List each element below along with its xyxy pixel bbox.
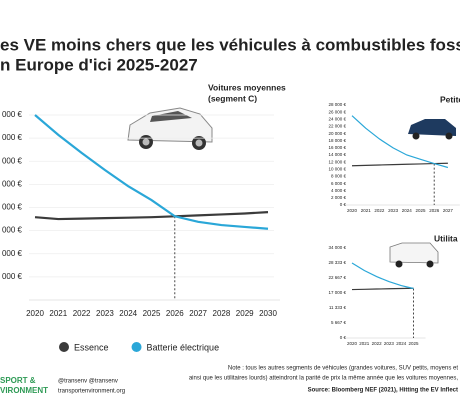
x-tick-label: 2022 bbox=[372, 341, 383, 346]
y-tick-label: 15 000 € bbox=[0, 226, 23, 235]
x-tick-label: 2020 bbox=[26, 309, 44, 318]
y-tick-label: 28 333 € bbox=[328, 260, 346, 265]
chart-title: Utilita bbox=[434, 233, 458, 243]
series-line bbox=[34, 211, 269, 221]
x-tick-label: 2030 bbox=[259, 309, 277, 318]
series-line bbox=[351, 115, 449, 169]
y-tick-label: 25 000 € bbox=[0, 179, 23, 188]
x-tick-label: 2023 bbox=[96, 309, 114, 318]
y-tick-label: 4 000 € bbox=[331, 188, 347, 193]
logo-text: SPORT & bbox=[0, 376, 36, 385]
y-tick-label: 35 000 € bbox=[0, 133, 23, 142]
x-tick-label: 2029 bbox=[236, 309, 254, 318]
y-tick-label: 8 000 € bbox=[331, 174, 347, 179]
note: ainsi que les utilitaires lourds) attein… bbox=[189, 376, 458, 382]
car-icon bbox=[408, 119, 456, 140]
chart-title: (segment C) bbox=[208, 93, 257, 103]
y-tick-label: 5 667 € bbox=[331, 320, 347, 325]
x-tick-label: 2020 bbox=[347, 208, 358, 213]
y-tick-label: 17 000 € bbox=[328, 290, 346, 295]
y-tick-label: 20 000 € bbox=[328, 131, 346, 136]
y-tick-label: 22 000 € bbox=[328, 124, 346, 129]
title: es VE moins chers que les véhicules à co… bbox=[0, 35, 460, 54]
x-tick-label: 2024 bbox=[402, 208, 413, 213]
logo-text: VIRONMENT bbox=[0, 386, 48, 395]
y-tick-label: 5 000 € bbox=[0, 272, 23, 281]
x-tick-label: 2023 bbox=[384, 341, 395, 346]
x-tick-label: 2025 bbox=[143, 309, 161, 318]
x-tick-label: 2022 bbox=[73, 309, 91, 318]
y-tick-label: 11 333 € bbox=[329, 305, 347, 310]
y-tick-label: 12 000 € bbox=[328, 159, 346, 164]
x-tick-label: 2020 bbox=[347, 341, 358, 346]
y-tick-label: 40 000 € bbox=[0, 110, 23, 119]
y-tick-label: 10 000 € bbox=[0, 249, 23, 258]
legend-label: Essence bbox=[74, 342, 109, 352]
y-tick-label: 18 000 € bbox=[328, 138, 346, 143]
legend-swatch bbox=[59, 342, 69, 352]
y-tick-label: 6 000 € bbox=[331, 181, 347, 186]
y-tick-label: 34 000 € bbox=[328, 245, 346, 250]
x-tick-label: 2027 bbox=[189, 309, 207, 318]
website: transportenvironment.org bbox=[58, 389, 125, 395]
y-tick-label: 22 667 € bbox=[328, 275, 346, 280]
note: Note : tous les autres segments de véhic… bbox=[228, 366, 458, 372]
y-tick-label: 24 000 € bbox=[328, 116, 346, 121]
source: Source: Bloomberg NEF (2021), Hitting th… bbox=[308, 388, 458, 394]
x-tick-label: 2026 bbox=[429, 208, 440, 213]
y-tick-label: 28 000 € bbox=[328, 102, 346, 107]
x-tick-label: 2022 bbox=[374, 208, 385, 213]
chart-title: Voitures moyennes bbox=[208, 82, 286, 92]
x-tick-label: 2026 bbox=[166, 309, 184, 318]
chart-title: Petite bbox=[440, 94, 460, 104]
x-tick-label: 2025 bbox=[408, 341, 419, 346]
y-tick-label: 14 000 € bbox=[328, 152, 346, 157]
series-line bbox=[351, 287, 414, 291]
x-tick-label: 2024 bbox=[119, 309, 137, 318]
y-tick-label: 16 000 € bbox=[328, 145, 346, 150]
legend-label: Batterie électrique bbox=[147, 342, 220, 352]
x-tick-label: 2028 bbox=[213, 309, 231, 318]
social: @transenv @transenv bbox=[58, 379, 118, 385]
y-tick-label: 20 000 € bbox=[0, 203, 23, 212]
series-line bbox=[351, 262, 414, 290]
series-line bbox=[351, 162, 448, 167]
title: n Europe d'ici 2025-2027 bbox=[0, 55, 198, 74]
x-tick-label: 2024 bbox=[396, 341, 407, 346]
y-tick-label: 0 € bbox=[340, 202, 347, 207]
y-tick-label: 30 000 € bbox=[0, 156, 23, 165]
y-tick-label: 0 € bbox=[340, 335, 347, 340]
van-icon bbox=[389, 242, 439, 268]
series-line bbox=[34, 114, 269, 230]
x-tick-label: 2023 bbox=[388, 208, 399, 213]
y-tick-label: 26 000 € bbox=[328, 109, 346, 114]
car-icon bbox=[127, 107, 213, 150]
y-tick-label: 2 000 € bbox=[331, 195, 347, 200]
x-tick-label: 2025 bbox=[415, 208, 426, 213]
x-tick-label: 2021 bbox=[49, 309, 67, 318]
x-tick-label: 2021 bbox=[361, 208, 372, 213]
legend-swatch bbox=[131, 342, 142, 352]
y-tick-label: 10 000 € bbox=[328, 166, 346, 171]
x-tick-label: 2021 bbox=[359, 341, 370, 346]
x-tick-label: 2027 bbox=[443, 208, 454, 213]
